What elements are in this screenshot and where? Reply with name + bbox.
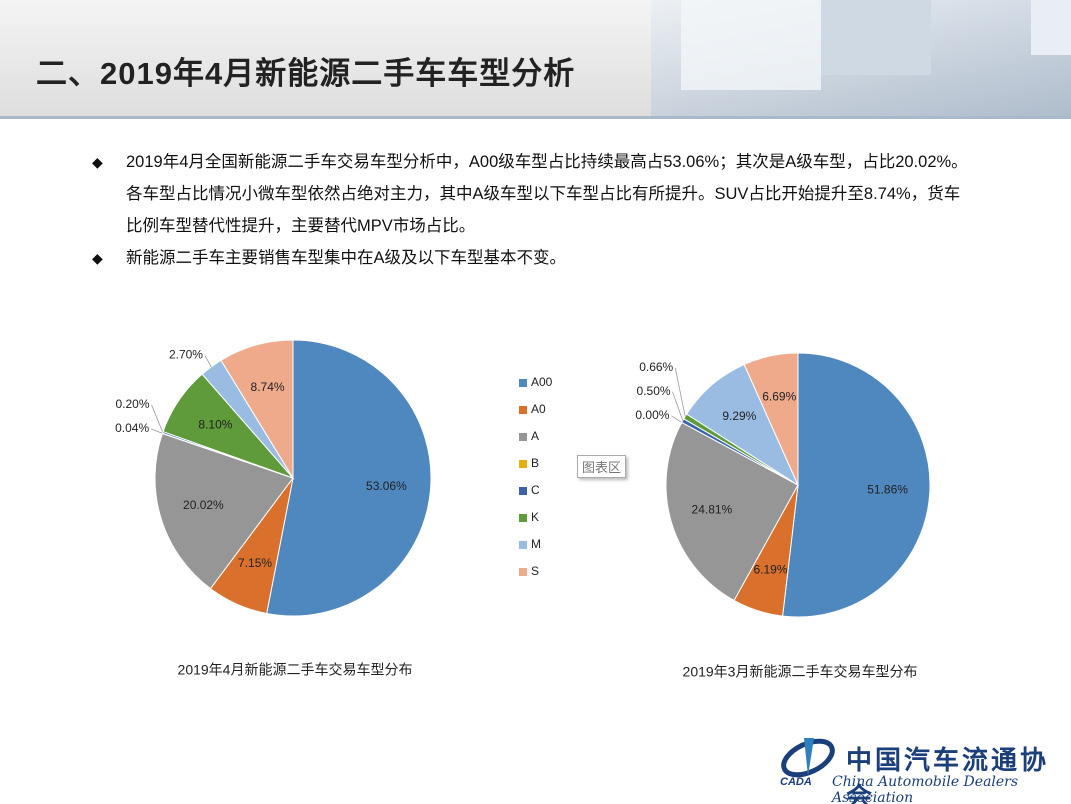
data-label: 53.06% — [366, 479, 407, 493]
legend-swatch — [519, 460, 527, 468]
data-label: 7.15% — [238, 556, 272, 570]
data-label: 0.66% — [639, 360, 673, 374]
chart-title: 2019年4月新能源二手车交易车型分布 — [178, 662, 413, 678]
legend-swatch — [519, 514, 527, 522]
pie-slice — [665, 421, 799, 602]
data-label: 9.29% — [722, 409, 756, 423]
data-label: 24.81% — [692, 502, 733, 516]
legend-swatch — [519, 379, 527, 387]
leader-line — [672, 391, 684, 421]
data-label: 0.20% — [116, 397, 150, 411]
legend-label: M — [531, 537, 541, 551]
data-label: 0.50% — [637, 384, 671, 398]
slide-title: 二、2019年4月新能源二手车车型分析 — [36, 56, 576, 91]
legend-label: B — [531, 456, 539, 470]
bullet: 新能源二手车主要销售车型集中在A级及以下车型基本不变。 — [92, 242, 972, 274]
logo-abbr: CADA — [780, 776, 812, 788]
data-label: 6.69% — [762, 389, 796, 403]
pie-slice — [220, 339, 294, 480]
legend-label: S — [531, 564, 539, 578]
pie-slice — [743, 352, 799, 486]
leader-line — [674, 367, 686, 417]
bullet-list: 2019年4月全国新能源二手车交易车型分析中，A00级车型占比持续最高占53.0… — [92, 146, 972, 274]
data-label: 0.00% — [635, 408, 669, 422]
legend-swatch — [519, 541, 527, 549]
header-band: 二、2019年4月新能源二手车车型分析 — [0, 0, 1071, 119]
pie-slice — [154, 432, 294, 590]
data-label: 2.70% — [169, 348, 203, 362]
data-label: 0.04% — [115, 421, 149, 435]
pie-slice — [266, 339, 432, 617]
bullet: 2019年4月全国新能源二手车交易车型分析中，A00级车型占比持续最高占53.0… — [92, 146, 972, 242]
legend-label: A00 — [531, 375, 553, 389]
leader-line — [151, 428, 163, 434]
chart-title: 2019年3月新能源二手车交易车型分布 — [683, 664, 918, 680]
logo-name-cn: 中国汽车流通协会 — [846, 746, 1050, 804]
legend-swatch — [519, 406, 527, 414]
legend-label: C — [531, 483, 540, 497]
logo-name-en: China Automobile Dealers Association — [832, 774, 1019, 804]
header-decoration — [651, 0, 1071, 116]
logo-icon — [781, 738, 835, 778]
leader-line — [151, 404, 164, 433]
data-label: 8.10% — [198, 417, 232, 431]
data-label: 8.74% — [251, 380, 285, 394]
leader-line — [671, 415, 682, 423]
legend-swatch — [519, 487, 527, 495]
data-label: 6.19% — [753, 563, 787, 577]
legend-label: A — [531, 429, 539, 443]
legend-swatch — [519, 433, 527, 441]
tooltip: 图表区 — [577, 455, 627, 478]
legend-swatch — [519, 568, 527, 576]
data-label: 51.86% — [867, 482, 908, 496]
leader-line — [204, 355, 212, 368]
data-label: 20.02% — [183, 498, 224, 512]
legend-label: A0 — [531, 402, 546, 416]
pie-slice — [782, 352, 931, 618]
pie-slice — [685, 363, 800, 487]
legend-label: K — [531, 510, 539, 524]
